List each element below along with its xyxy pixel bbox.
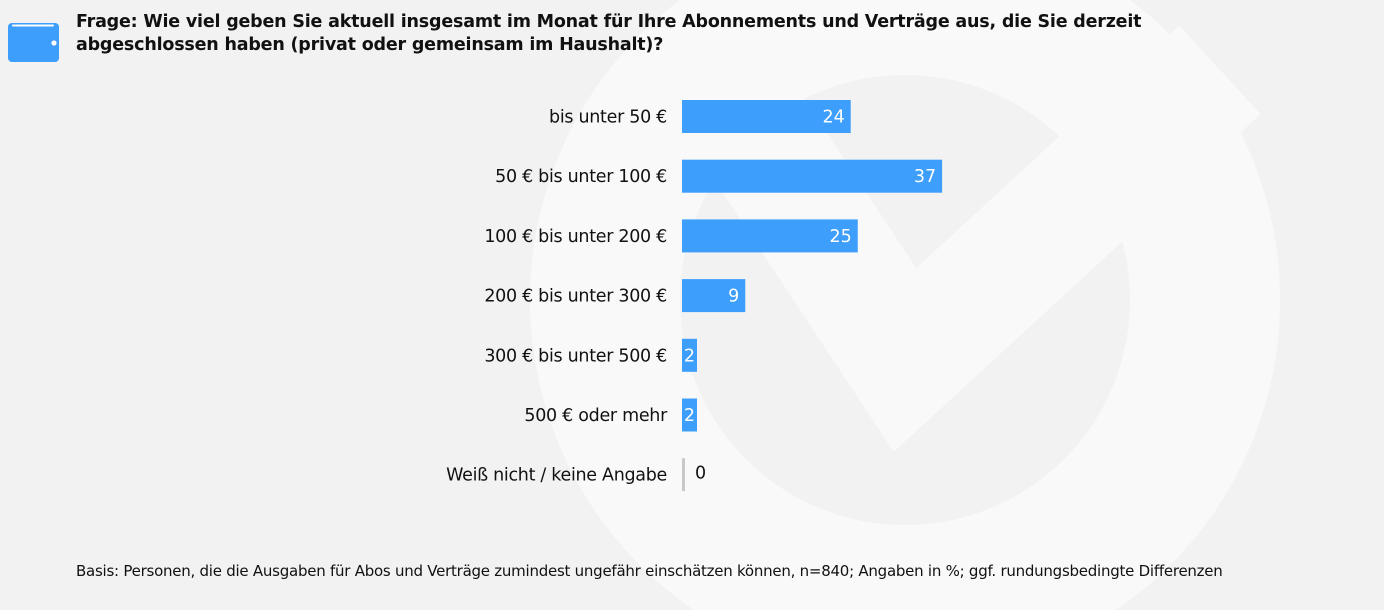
data-label: 0 [695,464,706,484]
data-label: 2 [684,346,695,366]
data-label: 2 [684,406,695,426]
title-line-2: abgeschlossen haben (privat oder gemeins… [76,35,664,55]
category-label: 500 € oder mehr [524,406,668,426]
category-label: Weiß nicht / keine Angabe [446,466,667,486]
bar [682,279,746,313]
bar [682,100,851,133]
header [8,12,59,62]
footer-note: Basis: Personen, die die Ausgaben für Ab… [76,562,1223,580]
bar [682,398,697,432]
category-label: 300 € bis unter 500 € [484,346,667,366]
data-label: 9 [728,287,739,307]
data-label: 37 [914,167,936,187]
category-label: bis unter 50 € [549,108,667,128]
category-label: 100 € bis unter 200 € [484,227,667,247]
bar [682,219,858,253]
question-title: Frage: Wie viel geben Sie aktuell insges… [76,11,1176,57]
bar [682,458,685,492]
category-label: 200 € bis unter 300 € [484,287,667,307]
data-label: 25 [829,227,851,247]
category-label: 50 € bis unter 100 € [495,167,667,187]
title-line-1: Frage: Wie viel geben Sie aktuell insges… [76,12,1142,32]
wallet-icon [8,23,59,62]
bar [682,159,943,193]
bar [682,338,697,372]
data-label: 24 [822,108,844,128]
